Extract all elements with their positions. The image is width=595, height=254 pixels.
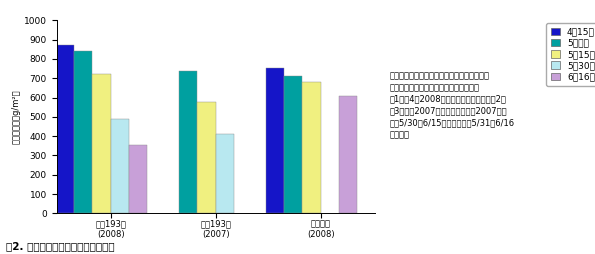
Bar <box>74 51 92 213</box>
Bar <box>284 76 302 213</box>
Bar <box>129 145 148 213</box>
Bar <box>92 74 111 213</box>
Bar <box>216 134 234 213</box>
Bar <box>302 82 321 213</box>
Bar <box>111 119 129 213</box>
Bar <box>56 45 74 213</box>
Text: 注）比較品種の「夢あおば」は一部インディ
カ系祖先を持つ日本型多収品種である。
図1、図4は2008年データに基づくが、図2、
図3は一部2007年データを含む: 注）比較品種の「夢あおば」は一部インディ カ系祖先を持つ日本型多収品種である。 … <box>390 71 515 139</box>
Y-axis label: 精玄米収量（g/m²）: 精玄米収量（g/m²） <box>12 89 21 144</box>
Bar <box>266 68 284 213</box>
Text: 図2. 水稲収量の移植時期に伴う変化: 図2. 水稲収量の移植時期に伴う変化 <box>6 242 115 251</box>
Bar <box>339 96 358 213</box>
Bar <box>198 102 216 213</box>
Bar <box>179 71 198 213</box>
Legend: 4月15日, 5月１日, 5月15日, 5月30日, 6月16日: 4月15日, 5月１日, 5月15日, 5月30日, 6月16日 <box>546 23 595 86</box>
